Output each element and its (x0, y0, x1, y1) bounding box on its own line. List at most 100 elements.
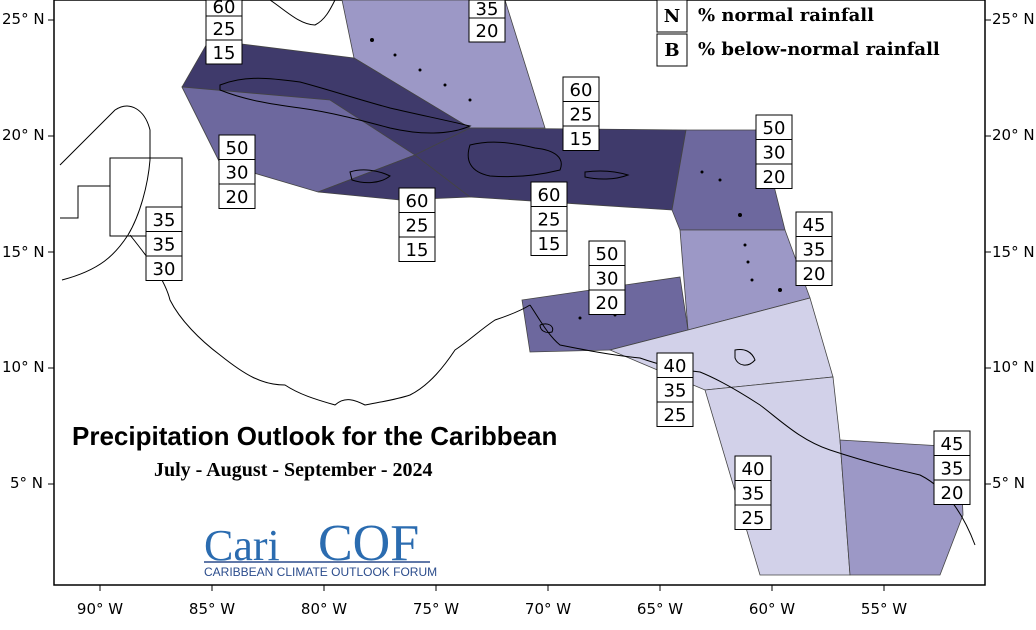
legend-n-text: % normal rainfall (698, 5, 874, 26)
value-below: 20 (476, 21, 499, 42)
value-below: 15 (570, 129, 593, 150)
value-below: 15 (406, 240, 429, 261)
value-normal: 35 (476, 0, 499, 20)
lat-label: 10° N (992, 358, 1035, 376)
value-below: 25 (742, 508, 765, 529)
central-america-coast (59, 105, 531, 406)
latitude-labels-left: 25° N 20° N 15° N 10° N 5° N (2, 10, 45, 492)
latitude-labels-right: 25° N 20° N 15° N 10° N 5° N (992, 10, 1035, 492)
value-normal: 35 (742, 484, 765, 505)
legend-b-key: B (664, 40, 679, 61)
value-normal: 35 (153, 235, 176, 256)
value-above: 40 (742, 459, 765, 480)
legend-b-text: % below-normal rainfall (698, 39, 940, 60)
island-dot (578, 316, 582, 320)
value-box-belize: 35 35 30 (145, 206, 183, 281)
lat-label: 10° N (2, 358, 45, 376)
value-below: 20 (763, 167, 786, 188)
value-below: 20 (226, 187, 249, 208)
value-below: 25 (664, 405, 687, 426)
value-above: 60 (570, 80, 593, 101)
value-below: 15 (213, 43, 236, 64)
value-normal: 35 (664, 381, 687, 402)
value-above: 50 (596, 244, 619, 265)
value-box-french-guiana: 45 35 20 (933, 430, 971, 505)
value-below: 20 (596, 293, 619, 314)
value-normal: 30 (763, 143, 786, 164)
logo-text-cof: COF (318, 515, 419, 572)
value-box-trinidad: 40 35 25 (656, 352, 694, 427)
caricof-logo: Cari COF CARIBBEAN CLIMATE OUTLOOK FORUM (204, 515, 437, 579)
value-above: 50 (226, 138, 249, 159)
value-above: 50 (763, 118, 786, 139)
legend-n-key: N (664, 6, 680, 27)
puerto-rico-coast (584, 170, 630, 180)
lon-label: 55° W (861, 600, 907, 618)
map-subtitle: July - August - September - 2024 (154, 459, 433, 481)
lat-label: 20° N (2, 126, 45, 144)
lon-label: 90° W (77, 600, 123, 618)
lon-label: 65° W (637, 600, 683, 618)
value-normal: 25 (406, 216, 429, 237)
coastlines (59, 0, 976, 546)
value-above: 60 (538, 185, 561, 206)
island-dot (778, 288, 782, 292)
value-below: 20 (803, 264, 826, 285)
lat-label: 15° N (992, 243, 1035, 261)
value-normal: 25 (213, 19, 236, 40)
map-title: Precipitation Outlook for the Caribbean (72, 421, 557, 451)
island-dot (393, 53, 397, 57)
venezuela-islands (539, 323, 554, 333)
value-below: 15 (538, 234, 561, 255)
lon-label: 70° W (525, 600, 571, 618)
lat-label: 15° N (2, 243, 45, 261)
island-dot (443, 83, 447, 87)
lon-label: 80° W (301, 600, 347, 618)
trinidad-coast (734, 349, 756, 366)
island-dot (746, 260, 750, 264)
value-box-cuba: 60 25 15 (562, 76, 600, 151)
island-dot (700, 170, 704, 174)
island-dot (468, 98, 472, 102)
value-box-leeward-islands: 50 30 20 (755, 114, 793, 189)
island-dot (750, 278, 754, 282)
value-below: 30 (153, 259, 176, 280)
island-dot (718, 178, 722, 182)
longitude-labels: 90° W 85° W 80° W 75° W 70° W 65° W 60° … (77, 600, 907, 618)
lat-label: 25° N (2, 10, 45, 28)
island-dot (370, 38, 374, 42)
value-normal: 25 (570, 105, 593, 126)
hispaniola-coast (467, 141, 562, 178)
island-dot (418, 68, 422, 72)
value-below: 20 (941, 483, 964, 504)
value-normal: 35 (941, 459, 964, 480)
value-normal: 30 (596, 269, 619, 290)
value-normal: 25 (538, 210, 561, 231)
lat-label: 5° N (10, 474, 43, 492)
axis-ticks (48, 19, 991, 591)
value-above: 60 (213, 0, 236, 18)
florida-coast (269, 0, 336, 26)
lon-label: 60° W (749, 600, 795, 618)
cuba-coast (219, 77, 472, 134)
value-box-hispaniola-south: 60 25 15 (530, 181, 568, 256)
value-normal: 35 (803, 240, 826, 261)
lon-label: 85° W (189, 600, 235, 618)
island-dot (738, 213, 742, 217)
lat-label: 25° N (992, 10, 1035, 28)
value-box-bahamas: 35 20 (468, 0, 506, 43)
value-normal: 30 (226, 163, 249, 184)
value-box-jamaica: 60 25 15 (398, 187, 436, 262)
value-box-western-caribbean: 50 30 20 (218, 134, 256, 209)
jamaica-coast (349, 169, 391, 184)
value-above: 35 (153, 210, 176, 231)
lon-label: 75° W (413, 600, 459, 618)
value-above: 40 (664, 356, 687, 377)
value-above: 60 (406, 191, 429, 212)
logo-tagline: CARIBBEAN CLIMATE OUTLOOK FORUM (204, 565, 437, 579)
lat-label: 5° N (992, 474, 1025, 492)
value-above: 45 (941, 434, 964, 455)
lat-label: 20° N (992, 126, 1035, 144)
mexico-border (60, 185, 110, 219)
